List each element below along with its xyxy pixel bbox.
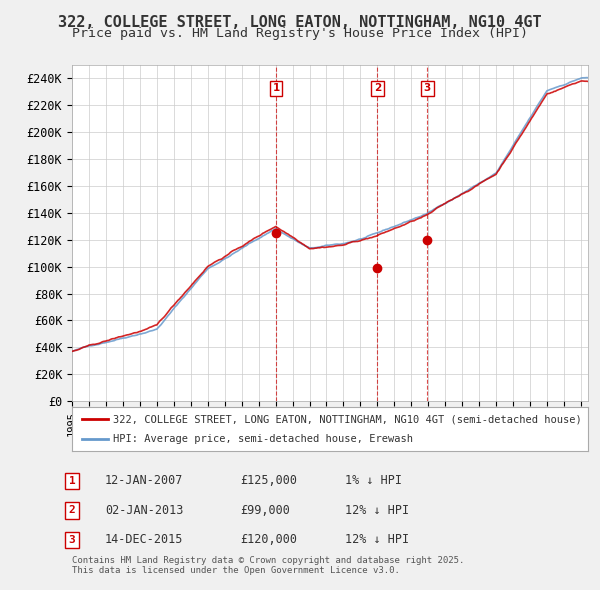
Text: 14-DEC-2015: 14-DEC-2015: [105, 533, 184, 546]
Text: 3: 3: [68, 535, 76, 545]
Text: HPI: Average price, semi-detached house, Erewash: HPI: Average price, semi-detached house,…: [113, 434, 413, 444]
Text: 12% ↓ HPI: 12% ↓ HPI: [345, 533, 409, 546]
Text: 322, COLLEGE STREET, LONG EATON, NOTTINGHAM, NG10 4GT: 322, COLLEGE STREET, LONG EATON, NOTTING…: [58, 15, 542, 30]
Text: 12% ↓ HPI: 12% ↓ HPI: [345, 504, 409, 517]
Text: Contains HM Land Registry data © Crown copyright and database right 2025.
This d: Contains HM Land Registry data © Crown c…: [72, 556, 464, 575]
Text: £125,000: £125,000: [240, 474, 297, 487]
Text: £120,000: £120,000: [240, 533, 297, 546]
Text: 02-JAN-2013: 02-JAN-2013: [105, 504, 184, 517]
Text: Price paid vs. HM Land Registry's House Price Index (HPI): Price paid vs. HM Land Registry's House …: [72, 27, 528, 40]
Text: 1: 1: [272, 83, 280, 93]
Text: 1% ↓ HPI: 1% ↓ HPI: [345, 474, 402, 487]
Text: 3: 3: [424, 83, 431, 93]
Text: £99,000: £99,000: [240, 504, 290, 517]
Text: 322, COLLEGE STREET, LONG EATON, NOTTINGHAM, NG10 4GT (semi-detached house): 322, COLLEGE STREET, LONG EATON, NOTTING…: [113, 415, 582, 424]
Text: 2: 2: [374, 83, 381, 93]
Text: 1: 1: [68, 476, 76, 486]
Text: 12-JAN-2007: 12-JAN-2007: [105, 474, 184, 487]
Text: 2: 2: [68, 506, 76, 515]
